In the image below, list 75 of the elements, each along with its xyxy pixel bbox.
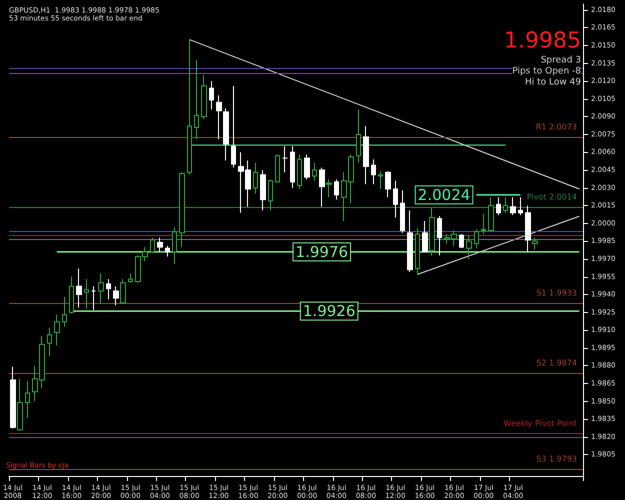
candlestick (98, 272, 104, 305)
candlestick (532, 237, 538, 250)
annotation: Spread 3 (540, 56, 581, 66)
candlestick (415, 228, 420, 275)
series-label: 2.0024 (418, 186, 470, 204)
candlestick (54, 314, 60, 346)
candlestick (275, 154, 280, 182)
candlestick (231, 85, 236, 168)
candlestick (17, 378, 23, 432)
candlestick (319, 167, 325, 208)
candlestick (25, 380, 30, 418)
candlestick (407, 210, 413, 273)
candlestick (474, 228, 479, 249)
candlestick (422, 220, 428, 252)
candlestick (510, 196, 516, 216)
candlestick (290, 146, 295, 188)
candlestick (503, 196, 508, 214)
ref-line-label: S2 1.9874 (536, 358, 577, 368)
candlestick (371, 158, 376, 185)
candlestick (326, 179, 332, 198)
candlestick (62, 296, 67, 328)
candlestick (172, 226, 177, 264)
candlestick (128, 272, 133, 284)
candlestick (165, 245, 170, 258)
ref-line-label: R1 2.0073 (536, 122, 577, 132)
ref-line-label: Pivot 2.0014 (526, 192, 577, 202)
candlestick (187, 39, 192, 176)
annotation: 1.9985 (504, 28, 582, 54)
candlestick (459, 234, 464, 249)
series-label: 1.9926 (302, 302, 356, 320)
candlestick (253, 162, 258, 194)
candlestick (194, 59, 199, 140)
candlestick (334, 179, 339, 200)
annotation: Hi to Low 49 (524, 78, 582, 88)
candlestick (150, 237, 155, 254)
candlestick (106, 278, 111, 300)
ref-line-label: S1 1.9933 (536, 288, 577, 298)
candlestick (518, 196, 523, 216)
candlestick (297, 154, 302, 190)
candlestick (488, 196, 494, 232)
candlestick (481, 213, 486, 235)
candlestick (120, 278, 126, 305)
candlestick (113, 286, 119, 306)
candlestick (69, 276, 74, 314)
candlestick (84, 278, 89, 310)
candlestick (260, 170, 266, 211)
candlestick (76, 268, 82, 308)
candlestick (525, 205, 531, 252)
candlestick (363, 126, 369, 185)
candlestick (179, 172, 185, 248)
candlestick (91, 286, 96, 310)
candlestick (437, 216, 442, 256)
candlestick (466, 234, 472, 260)
candlestick (268, 179, 273, 211)
candlestick (400, 190, 405, 234)
candlestick (157, 237, 163, 252)
ref-line-label: Weekly Pivot Point (504, 418, 577, 428)
series-label: 1.9976 (296, 242, 348, 261)
candlestick (429, 207, 435, 256)
candlestick (378, 170, 383, 190)
candlestick (312, 162, 317, 182)
candlestick (201, 74, 207, 120)
candlestick (304, 154, 310, 180)
ref-line-label: S3 1.9793 (536, 454, 577, 464)
candlestick (385, 170, 391, 198)
candlestick (282, 146, 288, 173)
candlestick (356, 109, 361, 164)
annotation: Pips to Open -8 (512, 66, 582, 76)
candlestick (216, 94, 222, 140)
candlestick (223, 108, 229, 162)
candlestick (496, 196, 501, 216)
candlestick (10, 366, 16, 430)
candlestick (393, 180, 398, 218)
candlestick (209, 80, 214, 110)
candlestick (47, 327, 52, 357)
